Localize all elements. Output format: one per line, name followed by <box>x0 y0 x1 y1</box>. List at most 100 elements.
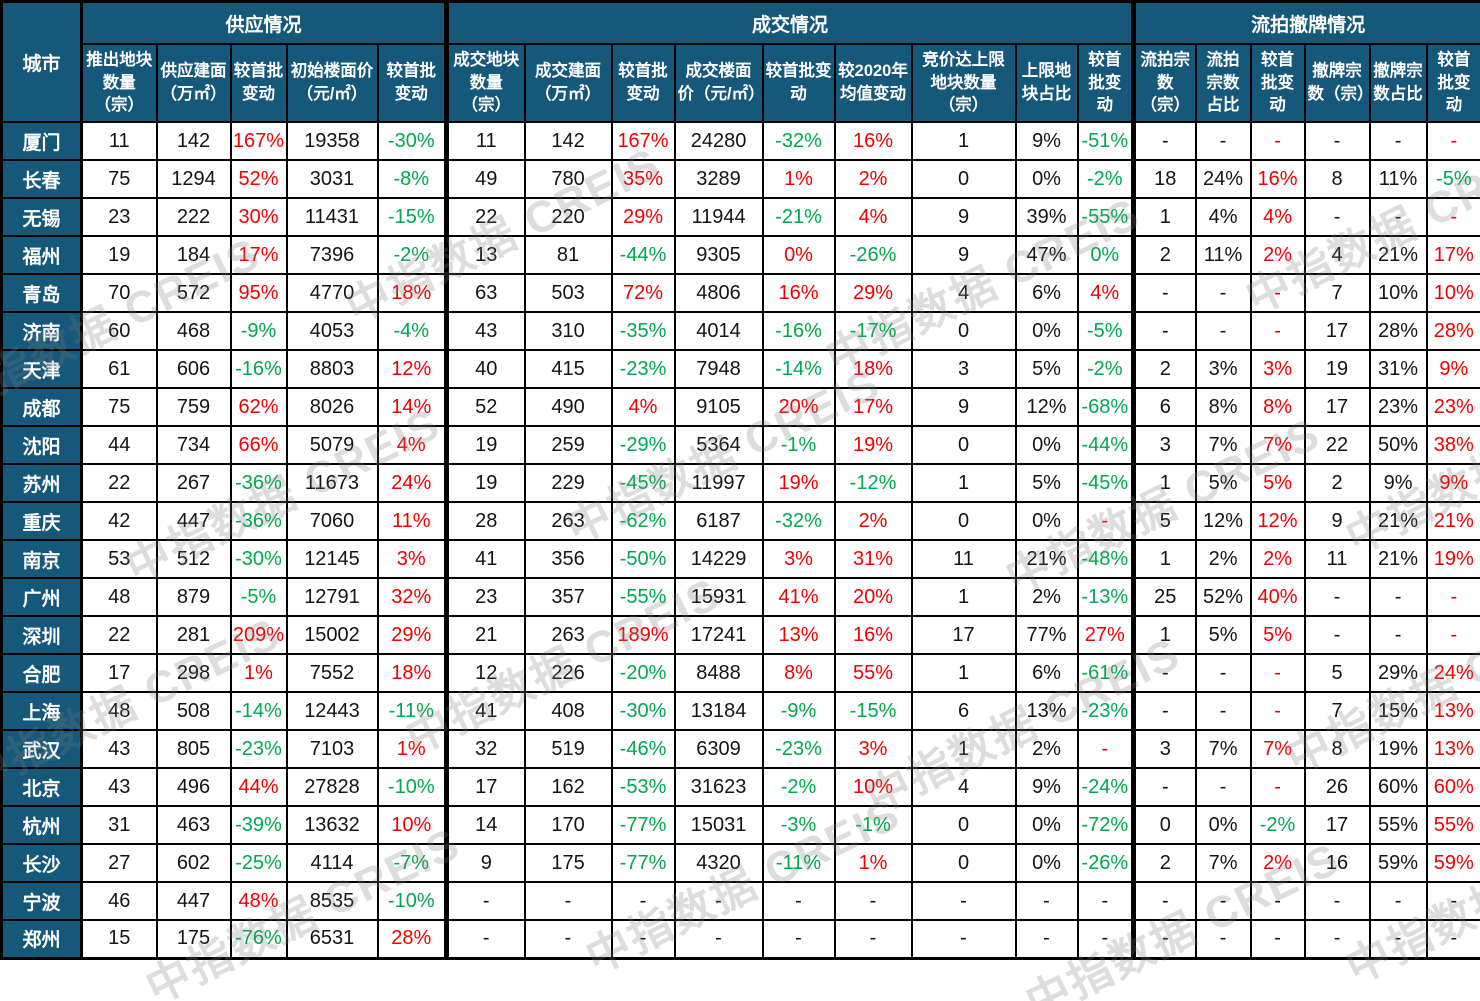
data-cell: 55% <box>1425 805 1480 845</box>
table-row: 宁波 46 447 48% 8535 -10% - - - - - - - - - - - - - - - <box>0 881 1480 921</box>
data-cell: - <box>1076 729 1135 769</box>
data-cell: -32% <box>761 501 836 541</box>
data-cell: 606 <box>155 349 232 389</box>
column-header: 撤牌宗数占比 <box>1368 43 1428 123</box>
data-cell: - <box>1194 121 1252 161</box>
table-row: 福州 19 184 17% 7396 -2% 13 81 -44% 9305 0% -26% 9 47% 0… <box>0 235 1480 275</box>
data-cell: 0% <box>1194 805 1252 845</box>
data-cell: -39% <box>229 805 288 845</box>
table-body: 厦门 11 142 167% 19358 -30% 11 142 167% 24280 -32% 16… <box>0 121 1480 959</box>
data-cell: 20% <box>833 577 913 617</box>
data-cell: -14% <box>761 349 836 389</box>
data-cell: - <box>1368 615 1428 655</box>
data-cell: -2% <box>376 235 448 275</box>
data-cell: 5% <box>1194 615 1252 655</box>
data-cell: -26% <box>833 235 913 275</box>
data-cell: -14% <box>229 691 288 731</box>
data-cell: 8% <box>1194 387 1252 427</box>
city-cell: 天津 <box>0 349 83 389</box>
data-cell: 60% <box>1368 767 1428 807</box>
data-cell: -30% <box>229 539 288 579</box>
data-cell: 11944 <box>673 197 764 237</box>
data-cell: - <box>1303 615 1371 655</box>
data-cell: 220 <box>523 197 613 237</box>
data-cell: 19 <box>80 235 158 275</box>
data-cell: 263 <box>523 615 613 655</box>
data-cell: - <box>761 881 836 921</box>
data-cell: 50% <box>1368 425 1428 465</box>
data-cell: 15% <box>1368 691 1428 731</box>
data-cell: 5% <box>1194 463 1252 503</box>
data-cell: - <box>1076 881 1135 921</box>
data-cell: - <box>1425 919 1480 959</box>
city-cell: 合肥 <box>0 653 83 693</box>
data-cell: - <box>1425 121 1480 161</box>
data-cell: 21% <box>1425 501 1480 541</box>
data-cell: 6% <box>1014 273 1079 313</box>
city-cell: 沈阳 <box>0 425 83 465</box>
data-cell: 1 <box>1131 539 1197 579</box>
data-cell: 222 <box>155 197 232 237</box>
data-cell: 21% <box>1368 501 1428 541</box>
data-cell: 13 <box>444 235 526 275</box>
data-cell: 13% <box>1014 691 1079 731</box>
data-cell: -8% <box>376 159 448 199</box>
data-cell: 48 <box>80 577 158 617</box>
data-cell: 19% <box>1425 539 1480 579</box>
data-cell: 62% <box>229 387 288 427</box>
data-cell: - <box>1194 919 1252 959</box>
city-cell: 成都 <box>0 387 83 427</box>
data-cell: -25% <box>229 843 288 883</box>
data-cell: 3% <box>1194 349 1252 389</box>
data-cell: -21% <box>761 197 836 237</box>
data-cell: - <box>1425 577 1480 617</box>
data-cell: 9 <box>444 843 526 883</box>
data-cell: 9% <box>1014 767 1079 807</box>
data-cell: -10% <box>376 881 448 921</box>
data-cell: 13632 <box>285 805 379 845</box>
data-cell: - <box>1249 691 1306 731</box>
column-header: 上限地块占比 <box>1014 43 1079 123</box>
data-cell: 5% <box>1014 463 1079 503</box>
data-cell: 14229 <box>673 539 764 579</box>
data-cell: 229 <box>523 463 613 503</box>
data-cell: 3% <box>376 539 448 579</box>
column-header: 较首批变动 <box>1076 43 1135 123</box>
group-header-supply: 供应情况 <box>79 0 448 45</box>
data-cell: 1% <box>229 653 288 693</box>
data-cell: 0 <box>1131 805 1197 845</box>
data-cell: 28% <box>376 919 448 959</box>
data-cell: 21 <box>444 615 526 655</box>
data-cell: 2% <box>1249 843 1306 883</box>
data-cell: 19 <box>1303 349 1371 389</box>
data-cell: 496 <box>155 767 232 807</box>
data-cell: 9105 <box>673 387 764 427</box>
data-cell: 12443 <box>285 691 379 731</box>
data-cell: 26 <box>1303 767 1371 807</box>
data-cell: 259 <box>523 425 613 465</box>
data-cell: 0 <box>910 159 1017 199</box>
table-row: 深圳 22 281 209% 15002 29% 21 263 189% 17241 13% 16% 1… <box>0 615 1480 655</box>
data-cell: 70 <box>80 273 158 313</box>
data-cell: 10% <box>376 805 448 845</box>
data-cell: 17% <box>833 387 913 427</box>
city-cell: 南京 <box>0 539 83 579</box>
data-cell: 10% <box>1425 273 1480 313</box>
data-cell: 43 <box>444 311 526 351</box>
data-cell: 18% <box>376 273 448 313</box>
data-cell: -76% <box>229 919 288 959</box>
data-cell: 72% <box>610 273 676 313</box>
data-cell: -1% <box>833 805 913 845</box>
data-cell: 7060 <box>285 501 379 541</box>
table-row: 济南 60 468 -9% 4053 -4% 43 310 -35% 4014 -16% -17% 0 0… <box>0 311 1480 351</box>
data-cell: 41 <box>444 539 526 579</box>
table-row: 厦门 11 142 167% 19358 -30% 11 142 167% 24280 -32% 16… <box>0 121 1480 161</box>
data-cell: 43 <box>80 729 158 769</box>
data-cell: 468 <box>155 311 232 351</box>
data-cell: 52% <box>1194 577 1252 617</box>
data-cell: - <box>1131 691 1197 731</box>
data-cell: 298 <box>155 653 232 693</box>
data-cell: 32 <box>444 729 526 769</box>
data-cell: 1 <box>910 577 1017 617</box>
data-cell: 490 <box>523 387 613 427</box>
